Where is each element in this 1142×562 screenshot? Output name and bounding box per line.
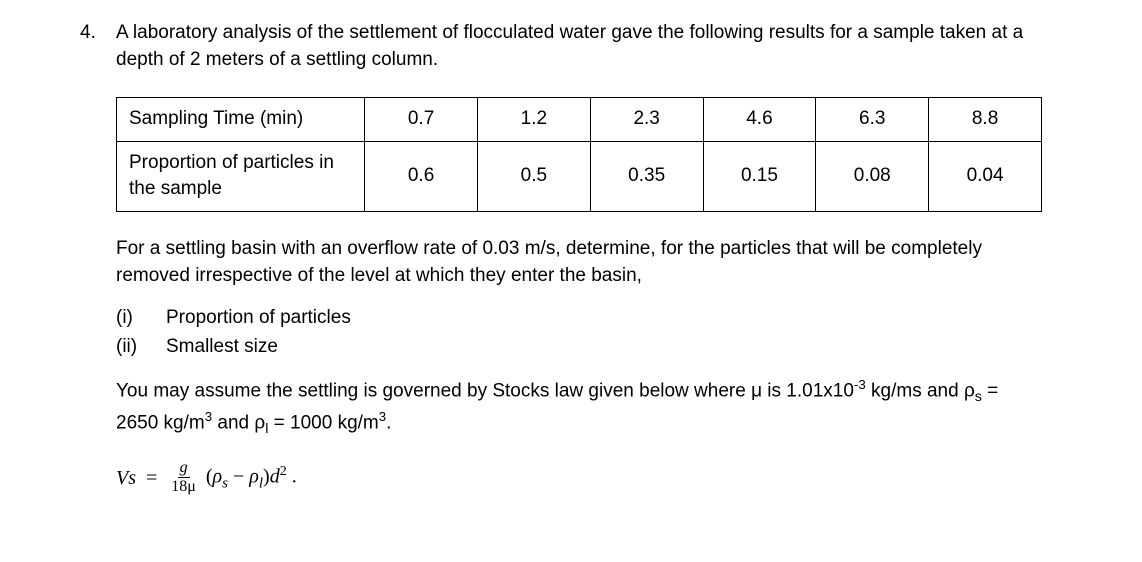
subpart-text: Proportion of particles [166,305,351,332]
table-cell: 0.04 [929,141,1042,211]
table-cell: 8.8 [929,98,1042,142]
table-cell: 6.3 [816,98,929,142]
data-table: Sampling Time (min) 0.7 1.2 2.3 4.6 6.3 … [116,97,1042,212]
assumption-fragment: . [386,413,391,434]
subpart-ii: (ii) Smallest size [116,334,1042,361]
question-content: A laboratory analysis of the settlement … [116,20,1042,495]
numerator: g [178,460,190,478]
subparts: (i) Proportion of particles (ii) Smalles… [116,305,1042,360]
paren: ) [263,465,270,487]
formula-rest: (ρs − ρl)d2 . [206,462,297,495]
table-cell: 2.3 [590,98,703,142]
minus-sign: − [228,465,249,487]
table-cell: 0.35 [590,141,703,211]
denominator: 18μ [169,478,198,495]
subpart-label: (ii) [116,334,146,361]
formula-lhs: Vs [116,464,136,492]
superscript: 2 [280,464,287,479]
subpart-label: (i) [116,305,146,332]
variable-d: d [270,465,280,487]
subpart-i: (i) Proportion of particles [116,305,1042,332]
table-cell: 4.6 [703,98,816,142]
row-header: Sampling Time (min) [117,98,365,142]
fraction: g 18μ [169,460,198,495]
rho-l: ρ [249,465,259,487]
assumption-text: You may assume the settling is governed … [116,376,1042,440]
table-cell: 1.2 [477,98,590,142]
table-row: Proportion of particles in the sample 0.… [117,141,1042,211]
rho-s: ρ [213,465,223,487]
subscript: s [975,389,982,405]
equals-sign: = [146,464,157,492]
table-cell: 0.08 [816,141,929,211]
instruction-text: For a settling basin with an overflow ra… [116,236,1042,289]
table-cell: 0.5 [477,141,590,211]
superscript: -3 [854,377,866,392]
table-row: Sampling Time (min) 0.7 1.2 2.3 4.6 6.3 … [117,98,1042,142]
assumption-fragment: kg/ms and ρ [866,381,975,402]
question-container: 4. A laboratory analysis of the settleme… [80,20,1042,495]
subpart-text: Smallest size [166,334,278,361]
assumption-fragment: and ρ [212,413,265,434]
table-cell: 0.7 [365,98,478,142]
table-cell: 0.15 [703,141,816,211]
period: . [287,465,297,487]
paren: ( [206,465,213,487]
question-number: 4. [80,20,104,495]
row-header: Proportion of particles in the sample [117,141,365,211]
table-cell: 0.6 [365,141,478,211]
assumption-fragment: = 1000 kg/m [268,413,378,434]
assumption-fragment: You may assume the settling is governed … [116,381,854,402]
intro-text: A laboratory analysis of the settlement … [116,20,1042,73]
formula: Vs = g 18μ (ρs − ρl)d2 . [116,460,1042,495]
